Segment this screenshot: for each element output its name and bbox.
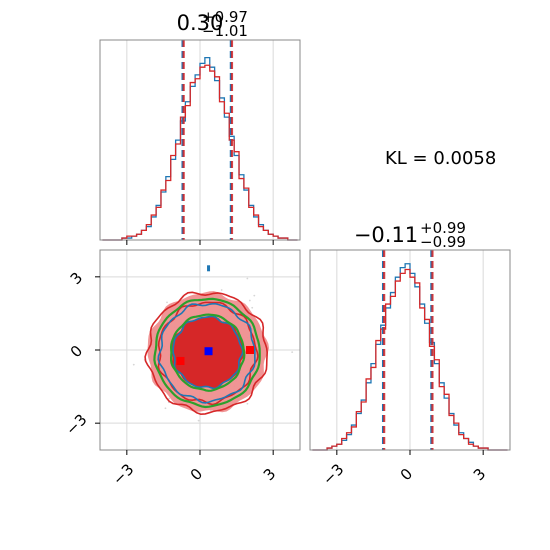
histogram-panel-param2 [309, 249, 511, 451]
param2-title-minus: −0.99 [420, 233, 466, 251]
scatter-point [220, 289, 223, 291]
hist1-red-series [102, 64, 298, 241]
histogram-panel-param1 [99, 39, 301, 241]
scatter-x-tick-label: 0 [187, 465, 206, 484]
scatter-y-tick-label: 0 [67, 342, 86, 361]
contour-green [153, 297, 261, 409]
scatter-x-tick-label: −3 [109, 460, 137, 488]
hist2-x-tick-label: −3 [319, 460, 347, 488]
scatter-y-tick-label: 3 [67, 269, 86, 288]
param2-title: −0.11 [354, 223, 418, 247]
scatter-point [166, 301, 168, 304]
outlier-blue [207, 265, 211, 272]
scatter-point [168, 397, 171, 400]
scatter-y-tick-label: −3 [62, 410, 90, 438]
param1-title-plus: +0.97 [202, 8, 248, 26]
param1-title-minus: −1.01 [202, 22, 248, 40]
param2-title-plus: +0.99 [420, 219, 466, 237]
kl-label: KL = 0.0058 [385, 148, 496, 169]
scatter-point [246, 277, 249, 280]
hist2-x-tick-label: 0 [397, 465, 416, 484]
scatter-point [132, 363, 135, 366]
contour-blue [157, 303, 256, 404]
contour-blue [172, 315, 244, 390]
hist2-x-tick-label: 3 [470, 465, 489, 484]
marker-blue [204, 347, 213, 356]
scatter-point [251, 306, 254, 309]
scatter-point [164, 407, 167, 410]
scatter-point [246, 402, 249, 405]
param1-title: 0.30 [177, 11, 224, 35]
scatter-contour-panel [99, 249, 301, 451]
contour-red [144, 291, 269, 416]
scatter-point [253, 294, 256, 297]
marker-red-right [246, 346, 254, 354]
marker-red-left [176, 356, 185, 365]
scatter-point [197, 419, 200, 422]
hist2-red-series [312, 268, 508, 451]
scatter-point [248, 299, 251, 302]
contour-green [169, 313, 246, 392]
scatter-point [291, 351, 294, 354]
scatter-x-tick-label: 3 [260, 465, 279, 484]
